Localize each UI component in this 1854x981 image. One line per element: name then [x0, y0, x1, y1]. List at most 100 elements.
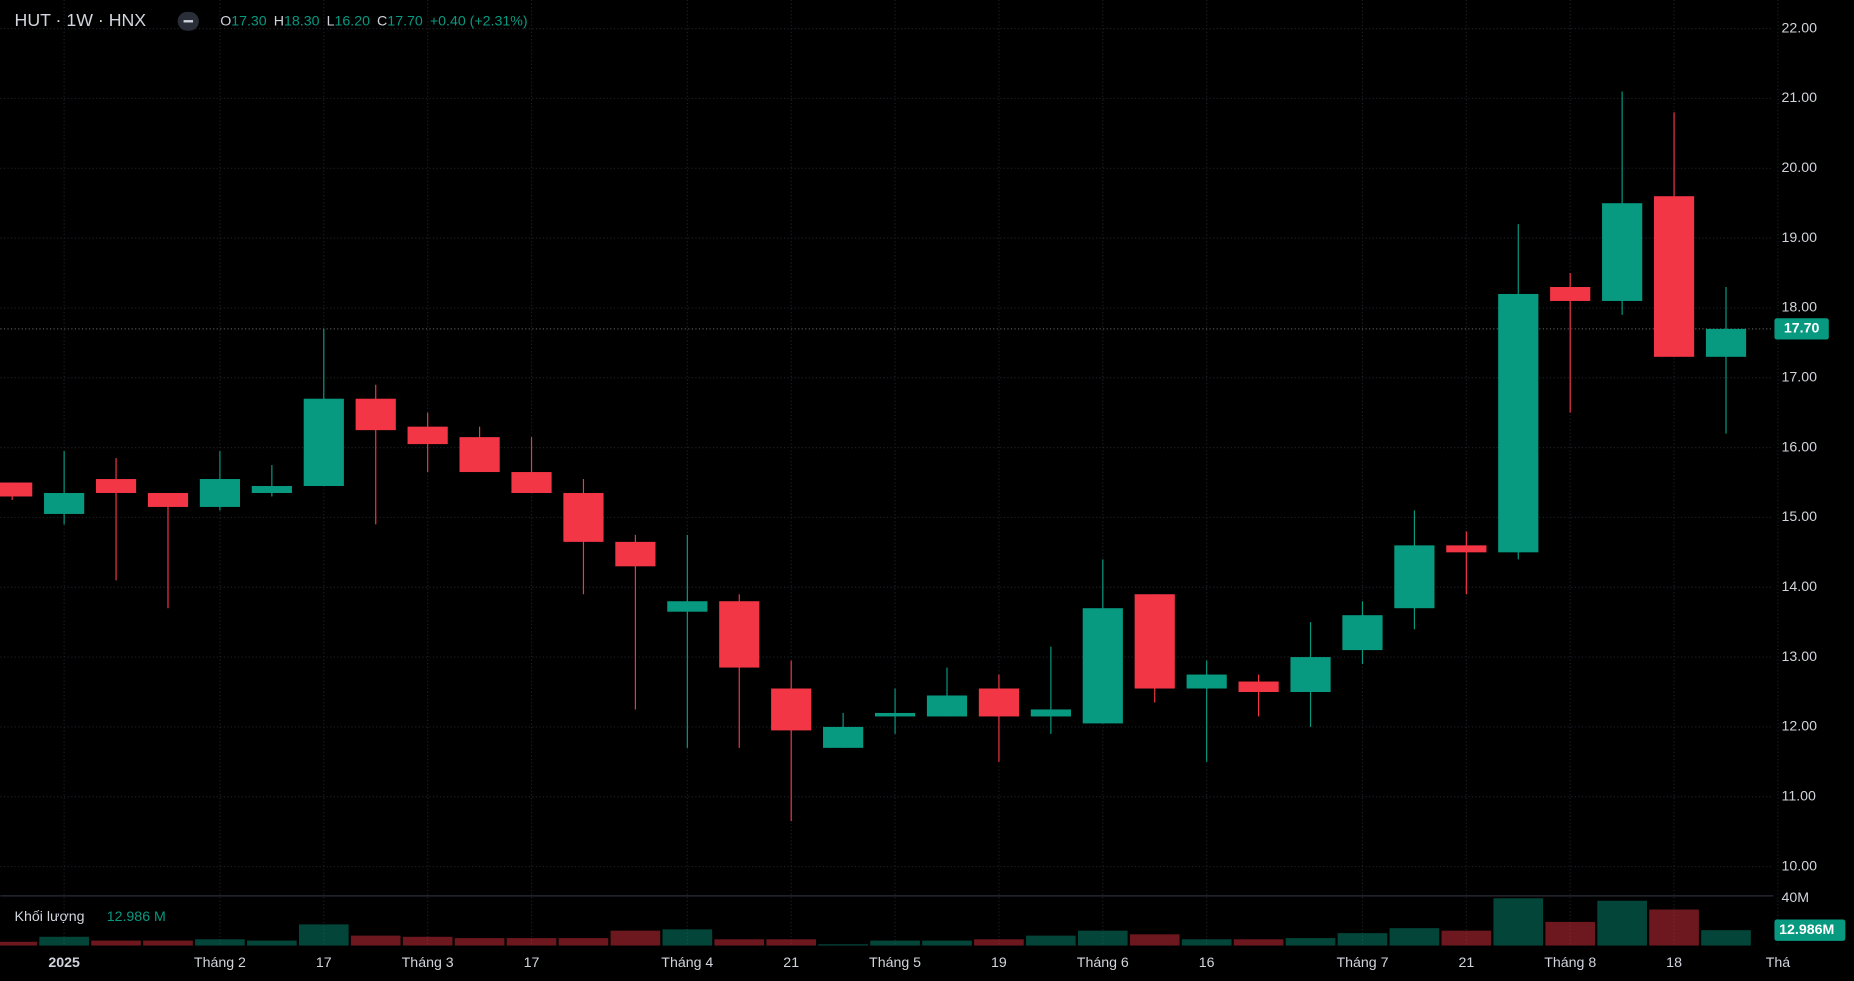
volume-bar	[1026, 935, 1076, 946]
volume-bar	[298, 924, 349, 946]
x-tick-label: Tháng 4	[661, 955, 713, 971]
volume-bar	[350, 935, 401, 946]
candle-body	[978, 688, 1020, 717]
ohlc-value: 18.30	[284, 13, 320, 29]
y-tick-label: 15.00	[1782, 509, 1818, 525]
candle-body	[926, 695, 968, 717]
candle-body	[95, 479, 137, 493]
volume-bar	[766, 939, 817, 946]
ohlc-label: O	[220, 13, 231, 29]
volume-bar	[247, 940, 297, 946]
candle-body	[303, 398, 344, 487]
volume-bar	[558, 938, 609, 946]
volume-bar	[1077, 930, 1128, 946]
x-tick-label: Tháng 3	[402, 955, 454, 971]
y-tick-label: 21.00	[1782, 90, 1818, 106]
candle-body	[1653, 196, 1695, 357]
volume-bar	[195, 939, 245, 946]
candle-body	[1705, 328, 1747, 357]
x-tick-label: Thá	[1766, 955, 1791, 971]
volume-bar	[1493, 898, 1544, 946]
volume-tick-label: 40M	[1782, 890, 1810, 906]
x-tick-label: 17	[524, 955, 540, 971]
volume-bar	[1233, 939, 1284, 946]
y-tick-label: 11.00	[1782, 788, 1817, 804]
ohlc-label: H	[274, 13, 284, 29]
volume-bar	[662, 929, 713, 946]
candle-body	[1030, 709, 1071, 717]
change: +0.40 (+2.31%)	[430, 13, 528, 29]
volume-bar	[610, 930, 661, 946]
volume-bar	[818, 944, 868, 946]
x-tick-label: Tháng 2	[194, 955, 246, 971]
volume-bar	[1701, 930, 1751, 946]
candle-body	[199, 479, 241, 507]
ohlc-value: 16.20	[334, 13, 370, 29]
candle-body	[563, 492, 604, 542]
volume-bar	[1545, 921, 1596, 946]
candle-body	[44, 492, 85, 514]
ohlc-value: 17.30	[231, 13, 267, 29]
candle-body	[719, 601, 760, 668]
candle-body	[355, 398, 396, 431]
volume-bar	[0, 941, 38, 946]
ohlc-label: L	[327, 13, 335, 29]
y-tick-label: 10.00	[1782, 858, 1818, 874]
candle-body	[1238, 681, 1279, 693]
volume-title: Khối lượng	[15, 909, 85, 925]
volume-bar	[454, 938, 505, 946]
x-tick-label: Tháng 8	[1544, 955, 1596, 971]
symbol: HUT · 1W · HNX	[15, 10, 147, 30]
ohlc-value: 17.70	[387, 13, 423, 29]
x-tick-label: 16	[1199, 955, 1215, 971]
candle-body	[1134, 594, 1175, 689]
x-tick-label: 19	[991, 955, 1007, 971]
volume-bar	[1441, 930, 1492, 946]
candle-body	[459, 437, 500, 473]
volume-bar	[1389, 928, 1440, 946]
volume-bar	[870, 940, 920, 946]
y-tick-label: 14.00	[1782, 579, 1818, 595]
candle-body	[771, 688, 812, 731]
x-tick-label: 18	[1666, 955, 1682, 971]
volume-bar	[1181, 939, 1232, 946]
x-tick-label: Tháng 7	[1336, 955, 1388, 971]
candle-body	[1186, 674, 1227, 689]
y-tick-label: 18.00	[1782, 300, 1818, 316]
volume-bar	[1649, 909, 1699, 946]
x-axis-bg	[0, 946, 1854, 981]
y-tick-label: 16.00	[1782, 439, 1818, 455]
volume-bar	[402, 936, 453, 946]
volume-bar	[39, 936, 89, 946]
volume-bar	[143, 940, 193, 946]
volume-bar	[922, 940, 972, 946]
volume-bar	[1129, 934, 1180, 946]
volume-last: 12.986 M	[107, 909, 166, 925]
candle-body	[615, 541, 656, 567]
y-tick-label: 17.00	[1782, 370, 1818, 386]
candle-body	[1550, 286, 1591, 301]
candle-body	[823, 726, 864, 748]
candle-body	[874, 712, 916, 717]
ohlc-label: C	[377, 13, 387, 29]
candle-body	[511, 472, 552, 493]
volume-bar	[1285, 938, 1336, 946]
plot	[0, 91, 1774, 946]
y-tick-label: 20.00	[1782, 160, 1818, 176]
y-tick-label: 12.00	[1782, 719, 1818, 735]
candle-body	[1082, 608, 1123, 724]
y-tick-label: 19.00	[1782, 230, 1818, 246]
y-tick-label: 13.00	[1782, 649, 1818, 665]
candle-body	[1394, 545, 1435, 609]
x-tick-label: 21	[783, 955, 799, 971]
volume-bar	[506, 938, 557, 946]
candle-body	[1290, 657, 1331, 693]
y-tick-label: 22.00	[1782, 20, 1818, 36]
candle-body	[1342, 615, 1383, 651]
x-tick-label: Tháng 6	[1077, 955, 1129, 971]
candle-body	[0, 482, 33, 497]
candle-body	[147, 492, 189, 507]
